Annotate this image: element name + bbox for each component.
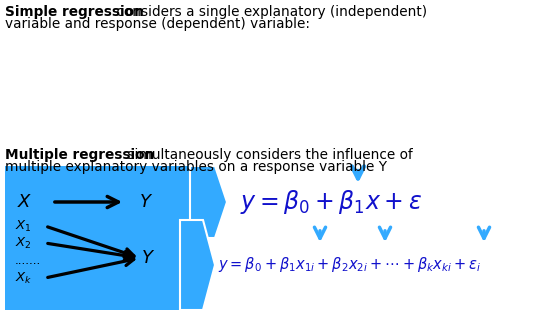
Bar	[5, 220, 180, 310]
Text: $X_k$: $X_k$	[15, 270, 32, 285]
Text: Y: Y	[140, 193, 151, 211]
Text: variable and response (dependent) variable:: variable and response (dependent) variab…	[5, 17, 310, 31]
Text: $X_1$: $X_1$	[15, 218, 32, 233]
Text: multiple explanatory variables on a response variable Y: multiple explanatory variables on a resp…	[5, 160, 387, 174]
Text: $X_2$: $X_2$	[15, 235, 32, 250]
Polygon shape	[180, 220, 215, 310]
Text: Multiple regression: Multiple regression	[5, 148, 154, 162]
Polygon shape	[190, 166, 227, 238]
Text: Y: Y	[142, 249, 153, 267]
Text: $y = \beta_0 + \beta_1 x_{1i} + \beta_2 x_{2i} + \cdots + \beta_k x_{ki} + \vare: $y = \beta_0 + \beta_1 x_{1i} + \beta_2 …	[218, 255, 482, 275]
Text: Simple regression: Simple regression	[5, 5, 144, 19]
Text: X: X	[18, 193, 31, 211]
Bar	[5, 166, 190, 238]
Text: $y = \beta_0+\beta_1x+ \varepsilon$: $y = \beta_0+\beta_1x+ \varepsilon$	[240, 188, 422, 216]
Text: simultaneously considers the influence of: simultaneously considers the influence o…	[123, 148, 413, 162]
Text: .......: .......	[15, 254, 41, 266]
Text: considers a single explanatory (independent): considers a single explanatory (independ…	[112, 5, 427, 19]
